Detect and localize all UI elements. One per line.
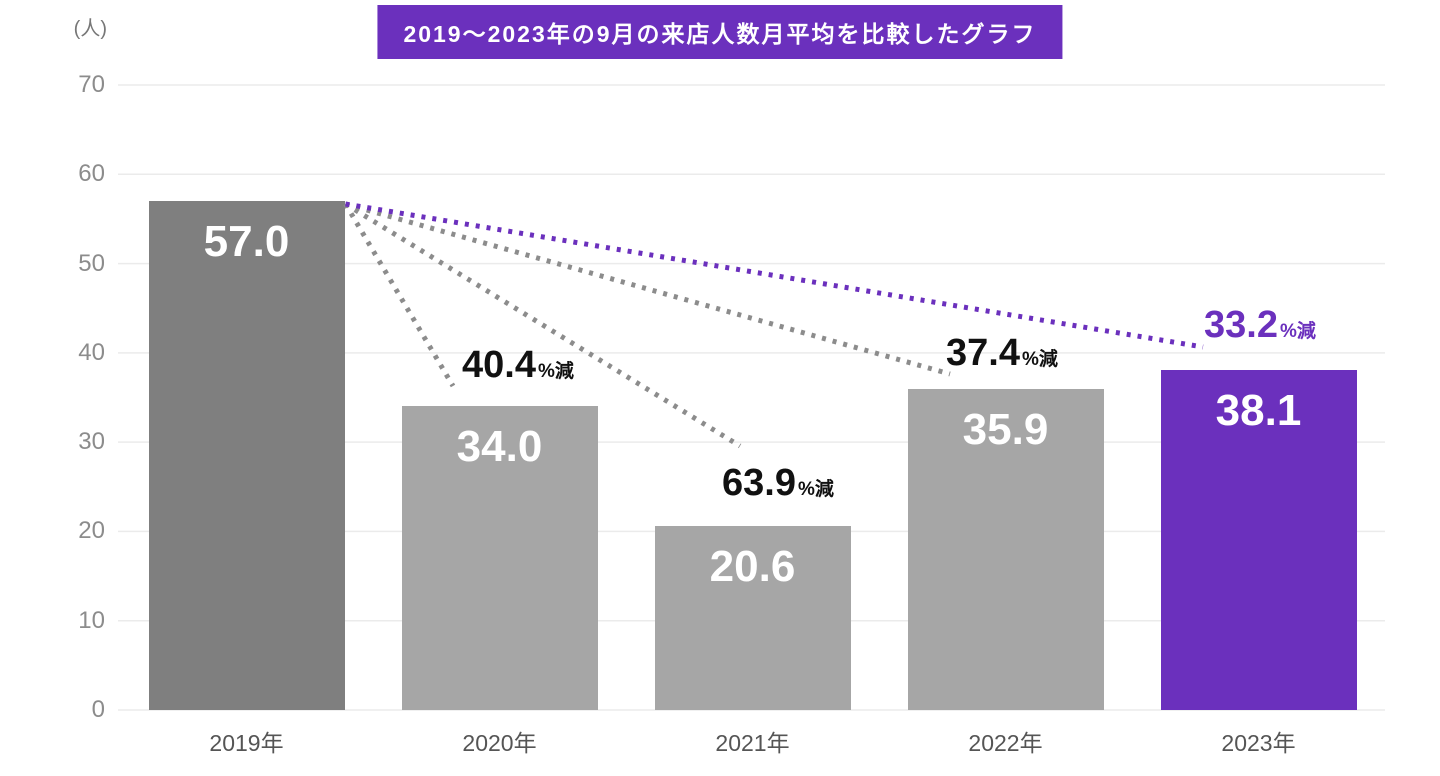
y-tick-label-40: 40 — [78, 338, 105, 366]
decrease-suffix: %減 — [1021, 349, 1058, 370]
x-axis-label-2023年: 2023年 — [1221, 730, 1296, 756]
y-tick-label-10: 10 — [78, 606, 105, 634]
x-axis-label-2019年: 2019年 — [209, 730, 284, 756]
bar-2021年: 20.6 — [654, 526, 851, 710]
y-axis-unit-label: (人) — [73, 18, 107, 40]
bar-value-label: 38.1 — [1215, 385, 1302, 435]
decrease-annotation-2020年: 40.4 %減 — [462, 344, 574, 387]
chart-title-banner: 2019〜2023年の9月の来店人数月平均を比較したグラフ — [377, 5, 1063, 59]
decrease-value: 63.9 — [722, 462, 796, 504]
decrease-suffix: %減 — [1279, 321, 1316, 342]
x-axis-label-2020年: 2020年 — [462, 730, 537, 756]
decrease-suffix: %減 — [797, 479, 834, 500]
y-tick-label-20: 20 — [78, 517, 105, 545]
y-tick-label-60: 60 — [78, 160, 105, 188]
decrease-annotation-2021年: 63.9 %減 — [722, 462, 834, 505]
bar-2022年: 35.9 — [907, 389, 1104, 710]
bar-value-label: 57.0 — [203, 217, 290, 267]
y-tick-label-70: 70 — [78, 71, 105, 98]
bar-value-label: 35.9 — [962, 405, 1049, 455]
decrease-value: 37.4 — [946, 332, 1020, 374]
decrease-annotation-2022年: 37.4 %減 — [946, 332, 1058, 375]
decrease-value: 40.4 — [462, 344, 536, 386]
decrease-suffix: %減 — [537, 361, 574, 382]
x-axis-label-2022年: 2022年 — [968, 730, 1043, 756]
bar-2023年: 38.1 — [1160, 369, 1357, 710]
x-axis-label-2021年: 2021年 — [715, 730, 790, 756]
y-tick-label-30: 30 — [78, 428, 105, 456]
y-tick-label-0: 0 — [91, 696, 105, 723]
bar-2019年: 57.0 — [148, 201, 345, 710]
bar-2020年: 34.0 — [401, 406, 598, 710]
decrease-value: 33.2 — [1204, 304, 1278, 346]
y-tick-label-50: 50 — [78, 249, 105, 277]
bar-value-label: 20.6 — [709, 542, 796, 592]
decrease-annotation-2023年: 33.2 %減 — [1204, 304, 1316, 347]
